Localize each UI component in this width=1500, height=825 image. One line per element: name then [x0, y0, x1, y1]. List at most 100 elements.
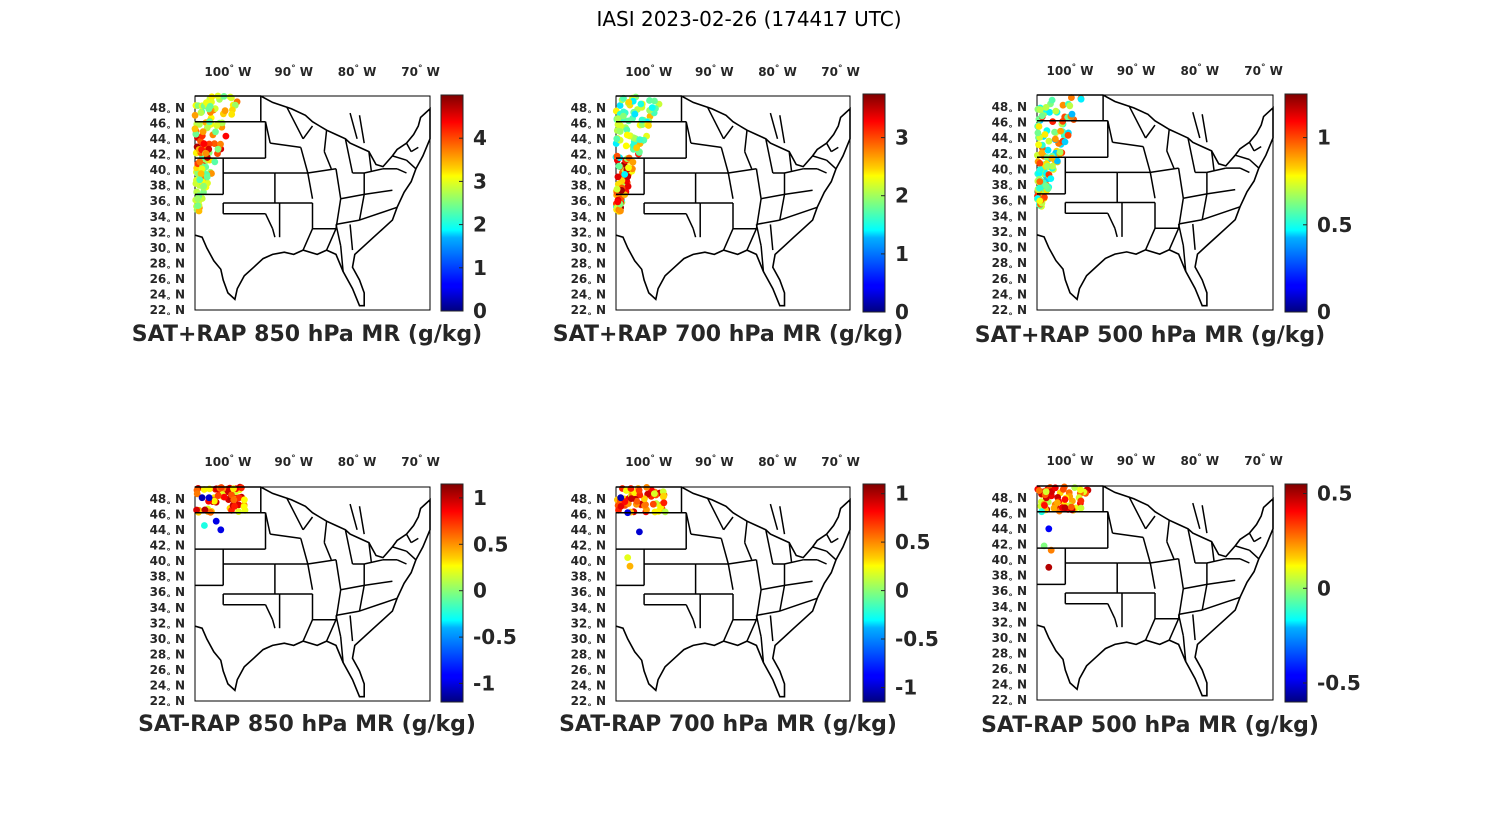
state-border — [335, 224, 342, 246]
lon-tick-label: 80° W — [758, 64, 797, 79]
observation-points — [191, 92, 241, 215]
lat-tick-label: 40° N — [150, 163, 185, 182]
lat-tick-label: 36° N — [992, 584, 1027, 603]
state-border — [812, 546, 827, 552]
state-border — [685, 512, 692, 535]
observation-point — [617, 207, 624, 215]
lat-tick-label: 22° N — [150, 303, 185, 322]
state-border — [769, 224, 774, 251]
state-border — [335, 168, 342, 199]
state-border — [769, 503, 779, 530]
observation-point — [205, 105, 213, 113]
state-border — [392, 546, 407, 552]
lat-tick-label: 22° N — [150, 694, 185, 713]
lat-tick-label: 24° N — [150, 288, 185, 307]
state-border — [1248, 532, 1255, 542]
state-border — [769, 615, 774, 642]
state-border — [368, 542, 373, 562]
lat-tick-label: 46° N — [571, 508, 606, 527]
state-border — [302, 125, 314, 140]
state-border — [1114, 228, 1118, 238]
observation-point — [212, 128, 219, 136]
state-border — [405, 159, 417, 170]
state-border — [755, 224, 762, 246]
state-border — [706, 106, 725, 140]
observation-point — [614, 198, 622, 206]
state-border — [323, 542, 332, 561]
lat-tick-label: 38° N — [571, 179, 606, 198]
state-border — [325, 228, 337, 251]
state-border — [359, 206, 398, 221]
state-border — [307, 559, 337, 565]
lat-tick-label: 34° N — [571, 210, 606, 229]
observation-point — [620, 112, 627, 120]
state-border — [307, 563, 314, 590]
state-border — [685, 213, 694, 230]
panel-title: SAT-RAP 850 hPa MR (g/kg) — [138, 712, 476, 737]
state-border — [1201, 114, 1208, 143]
colorbar-tick-label: -0.5 — [473, 625, 517, 649]
lat-tick-label: 36° N — [571, 585, 606, 604]
state-border — [779, 585, 786, 612]
state-border — [358, 585, 365, 612]
lat-tick-label: 32° N — [150, 225, 185, 244]
state-border — [784, 189, 813, 196]
state-border — [364, 189, 393, 196]
observation-points — [1034, 94, 1085, 210]
lat-tick-label: 26° N — [571, 663, 606, 682]
lat-tick-label: 26° N — [571, 272, 606, 291]
observation-point — [1051, 128, 1058, 136]
observation-point — [613, 135, 621, 143]
colorbar-tick-label: 1 — [895, 242, 909, 266]
country-outline — [194, 95, 431, 307]
observation-point — [648, 104, 656, 111]
lat-tick-label: 34° N — [150, 210, 185, 229]
observation-point — [625, 98, 633, 106]
lat-tick-label: 24° N — [571, 288, 606, 307]
observation-point — [205, 140, 213, 148]
state-border — [270, 533, 301, 540]
observation-point — [214, 145, 222, 153]
observation-point — [1042, 104, 1050, 111]
state-border — [335, 610, 360, 617]
observation-point — [196, 176, 204, 184]
observation-point — [636, 136, 644, 144]
state-border — [1166, 129, 1170, 151]
colorbar-tick-label: 1 — [473, 486, 487, 510]
state-border — [1144, 124, 1156, 139]
state-border — [816, 168, 827, 174]
lon-tick-label: 90° W — [274, 64, 313, 79]
state-border — [1149, 562, 1156, 589]
state-border — [300, 147, 309, 174]
observation-point — [1077, 486, 1084, 494]
state-border — [405, 550, 417, 561]
lat-tick-label: 38° N — [150, 179, 185, 198]
state-border — [1114, 618, 1118, 628]
lat-tick-label: 24° N — [571, 679, 606, 698]
state-border — [1128, 496, 1147, 530]
state-border — [728, 168, 757, 174]
state-border — [779, 194, 786, 221]
state-border — [302, 228, 314, 251]
state-border — [1107, 603, 1116, 620]
observation-point — [1038, 112, 1046, 120]
state-border — [755, 615, 762, 637]
state-border — [1206, 558, 1226, 564]
lat-tick-label: 28° N — [571, 647, 606, 666]
lat-tick-label: 44° N — [992, 522, 1027, 541]
state-border — [335, 615, 342, 637]
colorbar-tick-label: 0 — [473, 299, 487, 323]
observation-point — [197, 170, 205, 178]
country-outline — [1036, 94, 1274, 307]
colorbar — [440, 94, 464, 312]
state-border — [1248, 549, 1260, 560]
lon-tick-label: 100° W — [625, 454, 672, 469]
panel-title: SAT+RAP 850 hPa MR (g/kg) — [132, 322, 482, 347]
observation-point — [635, 486, 643, 494]
observation-point — [1042, 182, 1050, 190]
state-border — [1206, 167, 1226, 174]
state-border — [690, 533, 722, 540]
lat-tick-label: 48° N — [150, 101, 185, 120]
lat-tick-label: 40° N — [571, 163, 606, 182]
